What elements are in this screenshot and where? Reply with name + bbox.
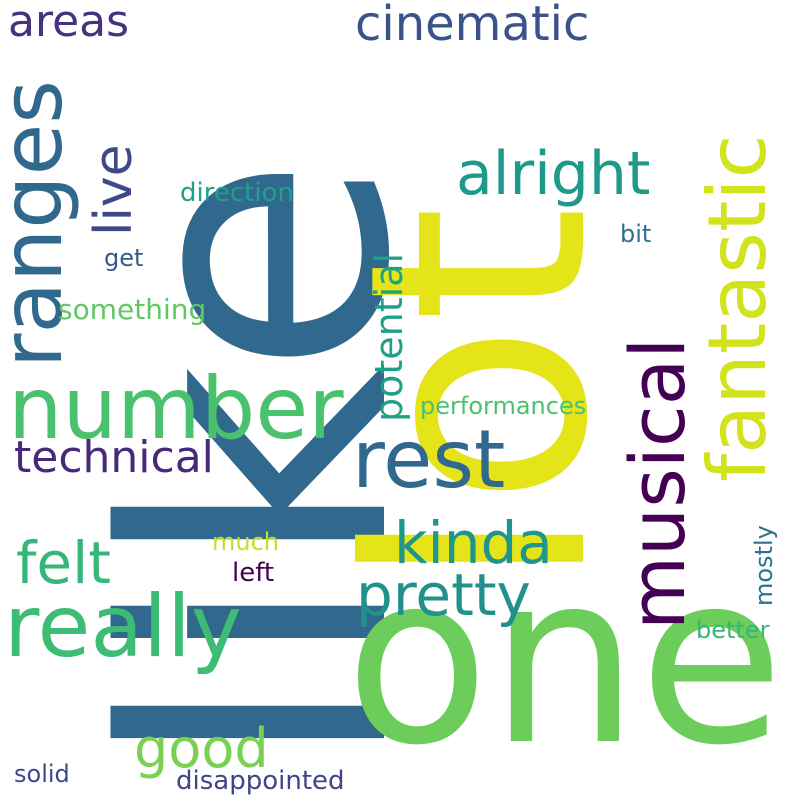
word-better: better <box>696 616 770 644</box>
word-pretty: pretty <box>356 561 531 629</box>
word-number: number <box>8 359 344 459</box>
word-felt: felt <box>16 529 111 597</box>
word-solid: solid <box>14 760 70 788</box>
word-direction: direction <box>180 178 294 208</box>
word-much: much <box>212 528 279 556</box>
word-one: one <box>345 522 785 797</box>
word-fantastic: fantastic <box>691 134 784 482</box>
word-get: get <box>104 244 144 272</box>
word-disappointed: disappointed <box>176 766 345 796</box>
word-bit: bit <box>620 220 652 248</box>
word-good: good <box>134 717 269 780</box>
word-potential: potential <box>367 252 411 422</box>
word-live: live <box>84 144 144 236</box>
word-really: really <box>4 577 242 677</box>
word-mostly: mostly <box>750 525 778 606</box>
word-rest: rest <box>352 413 506 506</box>
word-technical: technical <box>14 432 214 483</box>
word-left: left <box>232 558 275 588</box>
word-alright: alright <box>456 139 651 209</box>
word-kinda: kinda <box>394 509 553 577</box>
word-cinematic: cinematic <box>355 0 590 52</box>
word-areas: areas <box>8 0 130 47</box>
word-musical: musical <box>613 337 702 630</box>
word-something: something <box>58 293 207 326</box>
word-performances: performances <box>420 392 587 420</box>
